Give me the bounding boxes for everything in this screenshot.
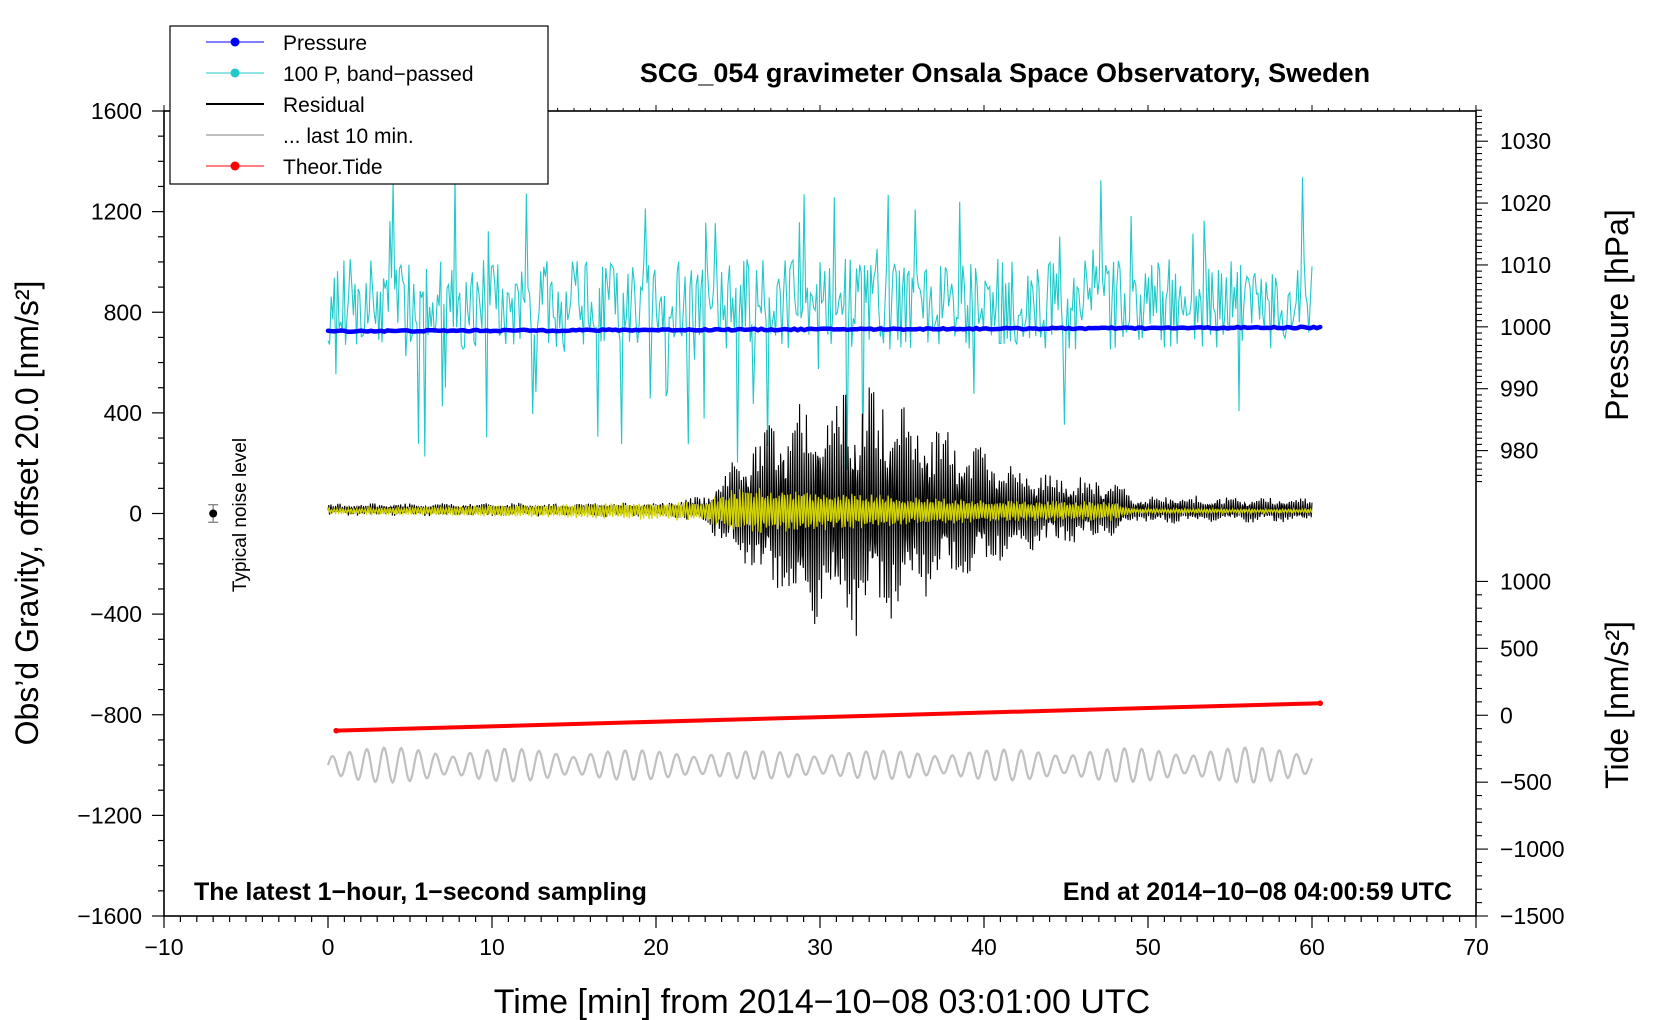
x-tick-label: 50 bbox=[1135, 934, 1161, 960]
pressure-tick-label: 1000 bbox=[1500, 314, 1551, 340]
noise-level-point bbox=[209, 509, 218, 518]
tide-tick-label: −1000 bbox=[1500, 836, 1565, 862]
tide-end-point bbox=[1317, 700, 1323, 707]
y-tick-label: 1200 bbox=[91, 199, 142, 225]
x-tick-label: 20 bbox=[643, 934, 669, 960]
series-pressure-bandpassed bbox=[327, 175, 1313, 472]
annotation-end-time: End at 2014−10−08 04:00:59 UTC bbox=[1063, 878, 1452, 906]
series-last-10-min bbox=[326, 746, 1314, 785]
pressure-tick-label: 990 bbox=[1500, 376, 1538, 402]
pressure-tick-label: 980 bbox=[1500, 438, 1538, 464]
y-axis-tide: 1000 500 0 −500 −1000 −1500 bbox=[1476, 568, 1565, 929]
pressure-tick-label: 1030 bbox=[1500, 128, 1551, 154]
legend-swatch-dot bbox=[230, 37, 240, 47]
pressure-tick-label: 1010 bbox=[1500, 252, 1551, 278]
y-tick-label: −400 bbox=[90, 601, 142, 627]
x-tick-label: 60 bbox=[1299, 934, 1325, 960]
y-tick-label: 1600 bbox=[91, 98, 142, 124]
pressure-bandpassed-line bbox=[327, 175, 1313, 472]
tide-line bbox=[336, 701, 1321, 733]
y-tick-label: −1200 bbox=[77, 802, 142, 828]
y-axis-pressure: 1030 1020 1010 1000 990 980 bbox=[1476, 109, 1551, 483]
y-tick-label: −1600 bbox=[77, 903, 142, 929]
residual-filtered-line bbox=[327, 487, 1313, 533]
y-axis-pressure-label: Pressure [hPa] bbox=[1599, 209, 1635, 421]
x-axis-label: Time [min] from 2014−10−08 03:01:00 UTC bbox=[494, 983, 1150, 1020]
legend-entry-label: 100 P, band−passed bbox=[283, 63, 474, 86]
x-tick-label: 10 bbox=[479, 934, 505, 960]
legend: Pressure 100 P, band−passed Residual ... la… bbox=[169, 25, 549, 185]
last-10-min-line bbox=[326, 746, 1314, 785]
x-axis: −10 0 10 20 30 40 50 60 70 bbox=[144, 105, 1489, 960]
y-axis-left: 1600 1200 800 400 0 −400 −800 −1200 −1600 bbox=[77, 98, 164, 929]
x-tick-label: 0 bbox=[322, 934, 335, 960]
x-tick-label: 30 bbox=[807, 934, 833, 960]
chart-title: SCG_054 gravimeter Onsala Space Observat… bbox=[640, 58, 1370, 88]
noise-level-marker bbox=[208, 503, 219, 524]
tide-tick-label: 0 bbox=[1500, 702, 1513, 728]
pressure-line bbox=[325, 324, 1323, 335]
tide-tick-label: −1500 bbox=[1500, 903, 1565, 929]
legend-swatch-dot bbox=[230, 161, 240, 171]
x-tick-label: 70 bbox=[1463, 934, 1489, 960]
series-pressure bbox=[325, 324, 1323, 335]
legend-entry-label: Theor.Tide bbox=[283, 156, 383, 179]
x-tick-label: −10 bbox=[144, 934, 183, 960]
tide-start-point bbox=[333, 727, 340, 734]
x-tick-label: 40 bbox=[971, 934, 997, 960]
series-theoretical-tide bbox=[333, 700, 1323, 734]
y-tick-label: 800 bbox=[104, 299, 142, 325]
legend-entry-label: Pressure bbox=[283, 32, 367, 55]
legend-entry-label: Residual bbox=[283, 94, 365, 117]
legend-entry-label: ... last 10 min. bbox=[283, 125, 414, 148]
tide-tick-label: −500 bbox=[1500, 769, 1552, 795]
legend-swatch-dot bbox=[230, 68, 240, 78]
y-tick-label: 0 bbox=[129, 501, 142, 527]
tide-tick-label: 1000 bbox=[1500, 568, 1551, 594]
y-axis-tide-label: Tide [nm/s²] bbox=[1599, 621, 1635, 789]
y-tick-label: 400 bbox=[104, 400, 142, 426]
y-axis-left-label: Obs’d Gravity, offset 20.0 [nm/s²] bbox=[9, 281, 45, 746]
pressure-tick-label: 1020 bbox=[1500, 190, 1551, 216]
noise-level-label: Typical noise level bbox=[230, 438, 251, 592]
series-residual-filtered bbox=[327, 487, 1313, 533]
tide-tick-label: 500 bbox=[1500, 635, 1538, 661]
y-tick-label: −800 bbox=[90, 702, 142, 728]
annotation-latest-hour: The latest 1−hour, 1−second sampling bbox=[194, 878, 647, 906]
